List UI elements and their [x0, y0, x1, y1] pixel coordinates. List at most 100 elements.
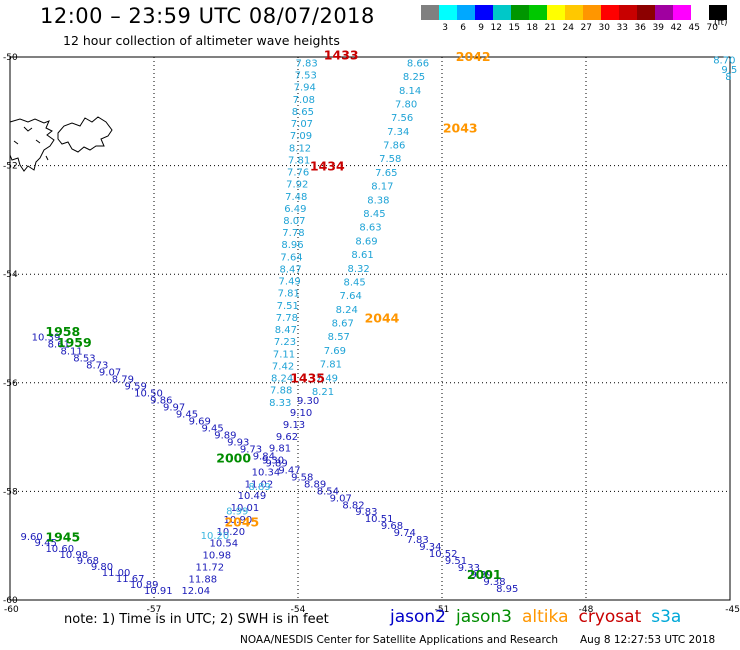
swh-value: 7.23 — [274, 337, 296, 348]
swh-value: 10.20 — [201, 531, 230, 542]
scale-swatch — [457, 5, 475, 20]
swh-value: 8.47 — [275, 325, 297, 336]
scale-label: 21 — [544, 23, 556, 33]
swh-value: 8.79 — [112, 375, 134, 386]
swh-value: 9.62 — [276, 432, 298, 443]
color-scale-unit: (ft) — [714, 18, 728, 28]
cycle-label-cryosat: 1435 — [290, 370, 325, 385]
swh-value: 10.91 — [144, 586, 173, 597]
units-note: note: 1) Time is in UTC; 2) SWH is in fe… — [64, 612, 329, 627]
scale-swatch — [421, 5, 439, 20]
swh-value: 9.74 — [394, 528, 416, 539]
swh-value: 9.69 — [189, 416, 211, 427]
swh-value: 11.02 — [245, 479, 274, 490]
cycle-label-altika: 2042 — [456, 49, 491, 64]
swh-value: 9.51 — [445, 556, 467, 567]
swh-value: 8.33 — [269, 398, 291, 409]
scale-swatch — [637, 5, 655, 20]
scale-label: 30 — [598, 23, 610, 33]
swh-value: 11.72 — [195, 562, 224, 573]
swh-value: 7.34 — [387, 127, 409, 138]
scale-label: 39 — [652, 23, 664, 33]
swh-value: 7.94 — [294, 83, 316, 94]
swh-value: 9.58 — [291, 472, 313, 483]
swh-value: 7.58 — [379, 154, 401, 165]
scale-swatch — [601, 5, 619, 20]
swh-value: 9.80 — [91, 562, 113, 573]
swh-value: 9.34 — [419, 542, 441, 553]
swh-value: 8.14 — [399, 86, 421, 97]
swh-value: 10.98 — [60, 550, 89, 561]
swh-value: 7.86 — [383, 141, 405, 152]
scale-swatch — [439, 5, 457, 20]
cycle-label-cryosat: 1433 — [324, 47, 359, 62]
swh-value: 9.86 — [150, 395, 172, 406]
swh-value: 10.60 — [45, 544, 74, 555]
swh-value: 9.13 — [283, 420, 305, 431]
scale-label: 3 — [442, 23, 448, 33]
lat-tick-label: -54 — [3, 270, 18, 280]
track-altika: 8.89 8.99 10.20 — [201, 482, 271, 542]
swh-value: 7.81 — [320, 360, 342, 371]
edge-values: 8.709.58 — [713, 56, 737, 83]
scale-swatch — [493, 5, 511, 20]
swh-value: 7.78 — [282, 228, 304, 239]
satellite-legend: jason2 jason3 altika cryosat s3a — [390, 607, 691, 627]
swh-value: 9.89 — [214, 430, 236, 441]
swh-value: 9.83 — [355, 507, 377, 518]
swh-value: 9.45 — [35, 538, 57, 549]
scale-label: 42 — [670, 23, 682, 33]
swh-value: 7.92 — [286, 180, 308, 191]
swh-value: 9.45 — [176, 409, 198, 420]
cycle-label-altika: 2043 — [443, 121, 478, 136]
falkland-islands-coastline — [9, 116, 113, 172]
scale-label: 27 — [580, 23, 592, 33]
swh-value: 8.24 — [336, 305, 358, 316]
scale-swatch — [691, 5, 709, 20]
swh-value: 7.51 — [277, 301, 299, 312]
map-grid — [10, 57, 730, 600]
swh-value: 7.07 — [291, 119, 313, 130]
swh-value: 7.69 — [324, 346, 346, 357]
lat-tick-label: -60 — [3, 596, 18, 606]
scale-swatch — [583, 5, 601, 20]
swh-value: 8.66 — [407, 58, 429, 69]
swh-value: 9.47 — [278, 465, 300, 476]
track-s3a: 8.66 8.25 8.14 7.80 7.56 7.34 7.86 7.58 7.65 8.17… — [312, 58, 429, 398]
lat-tick-label: -52 — [3, 162, 18, 172]
cycle-label-altika: 2044 — [365, 311, 400, 326]
swh-value: 9.73 — [240, 444, 262, 455]
swh-value: 7.11 — [273, 349, 295, 360]
swh-value: 10.20 — [217, 527, 246, 538]
swh-value: 8.89 — [304, 479, 326, 490]
chart-title: 12:00 – 23:59 UTC 08/07/2018 — [40, 4, 375, 28]
track-s3a: 7.837.537.947.088.657.077.098.127.817.76… — [269, 58, 318, 408]
swh-value: 8.70 — [713, 56, 735, 67]
swh-value: 9.10 — [290, 408, 312, 419]
swh-value: 8.12 — [289, 143, 311, 154]
swh-value: 8.24 — [271, 374, 293, 385]
swh-value: 8.25 — [403, 72, 425, 83]
swh-value: 9.33 — [458, 563, 480, 574]
swh-value: 8.45 — [363, 209, 385, 220]
swh-value: 8.67 — [332, 319, 354, 330]
swh-value: 8 — [725, 72, 731, 83]
swh-value: 7.65 — [375, 168, 397, 179]
swh-value: 10.51 — [365, 514, 394, 525]
cycle-label-jason3: 2000 — [216, 451, 251, 466]
swh-value: 7.49 — [316, 373, 338, 384]
swh-value: 10.54 — [210, 539, 239, 550]
scale-swatch — [565, 5, 583, 20]
scale-label: 18 — [526, 23, 538, 33]
altimeter-tracks: 7.837.537.947.088.657.077.098.127.817.76… — [20, 58, 518, 597]
swh-value: 8.07 — [283, 216, 305, 227]
scale-swatch — [475, 5, 493, 20]
track-jason2: 10.398.618.118.538.739.078.799.5910.509.… — [32, 333, 519, 595]
scale-swatch — [511, 5, 529, 20]
swh-value: 9.45 — [201, 423, 223, 434]
scale-label: 36 — [634, 23, 646, 33]
cycle-label-altika: 2045 — [224, 514, 259, 529]
scale-swatch — [547, 5, 565, 20]
swh-value: 7.80 — [395, 99, 417, 110]
